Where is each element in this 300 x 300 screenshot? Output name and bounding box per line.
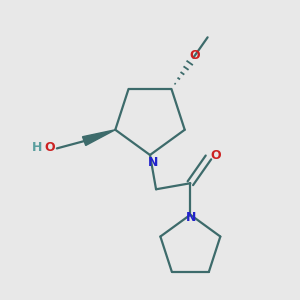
Text: N: N (148, 156, 158, 169)
Text: O: O (45, 141, 55, 154)
Text: H: H (32, 141, 42, 154)
Text: N: N (185, 211, 196, 224)
Text: O: O (189, 49, 200, 62)
Polygon shape (82, 130, 115, 146)
Text: O: O (210, 149, 221, 162)
